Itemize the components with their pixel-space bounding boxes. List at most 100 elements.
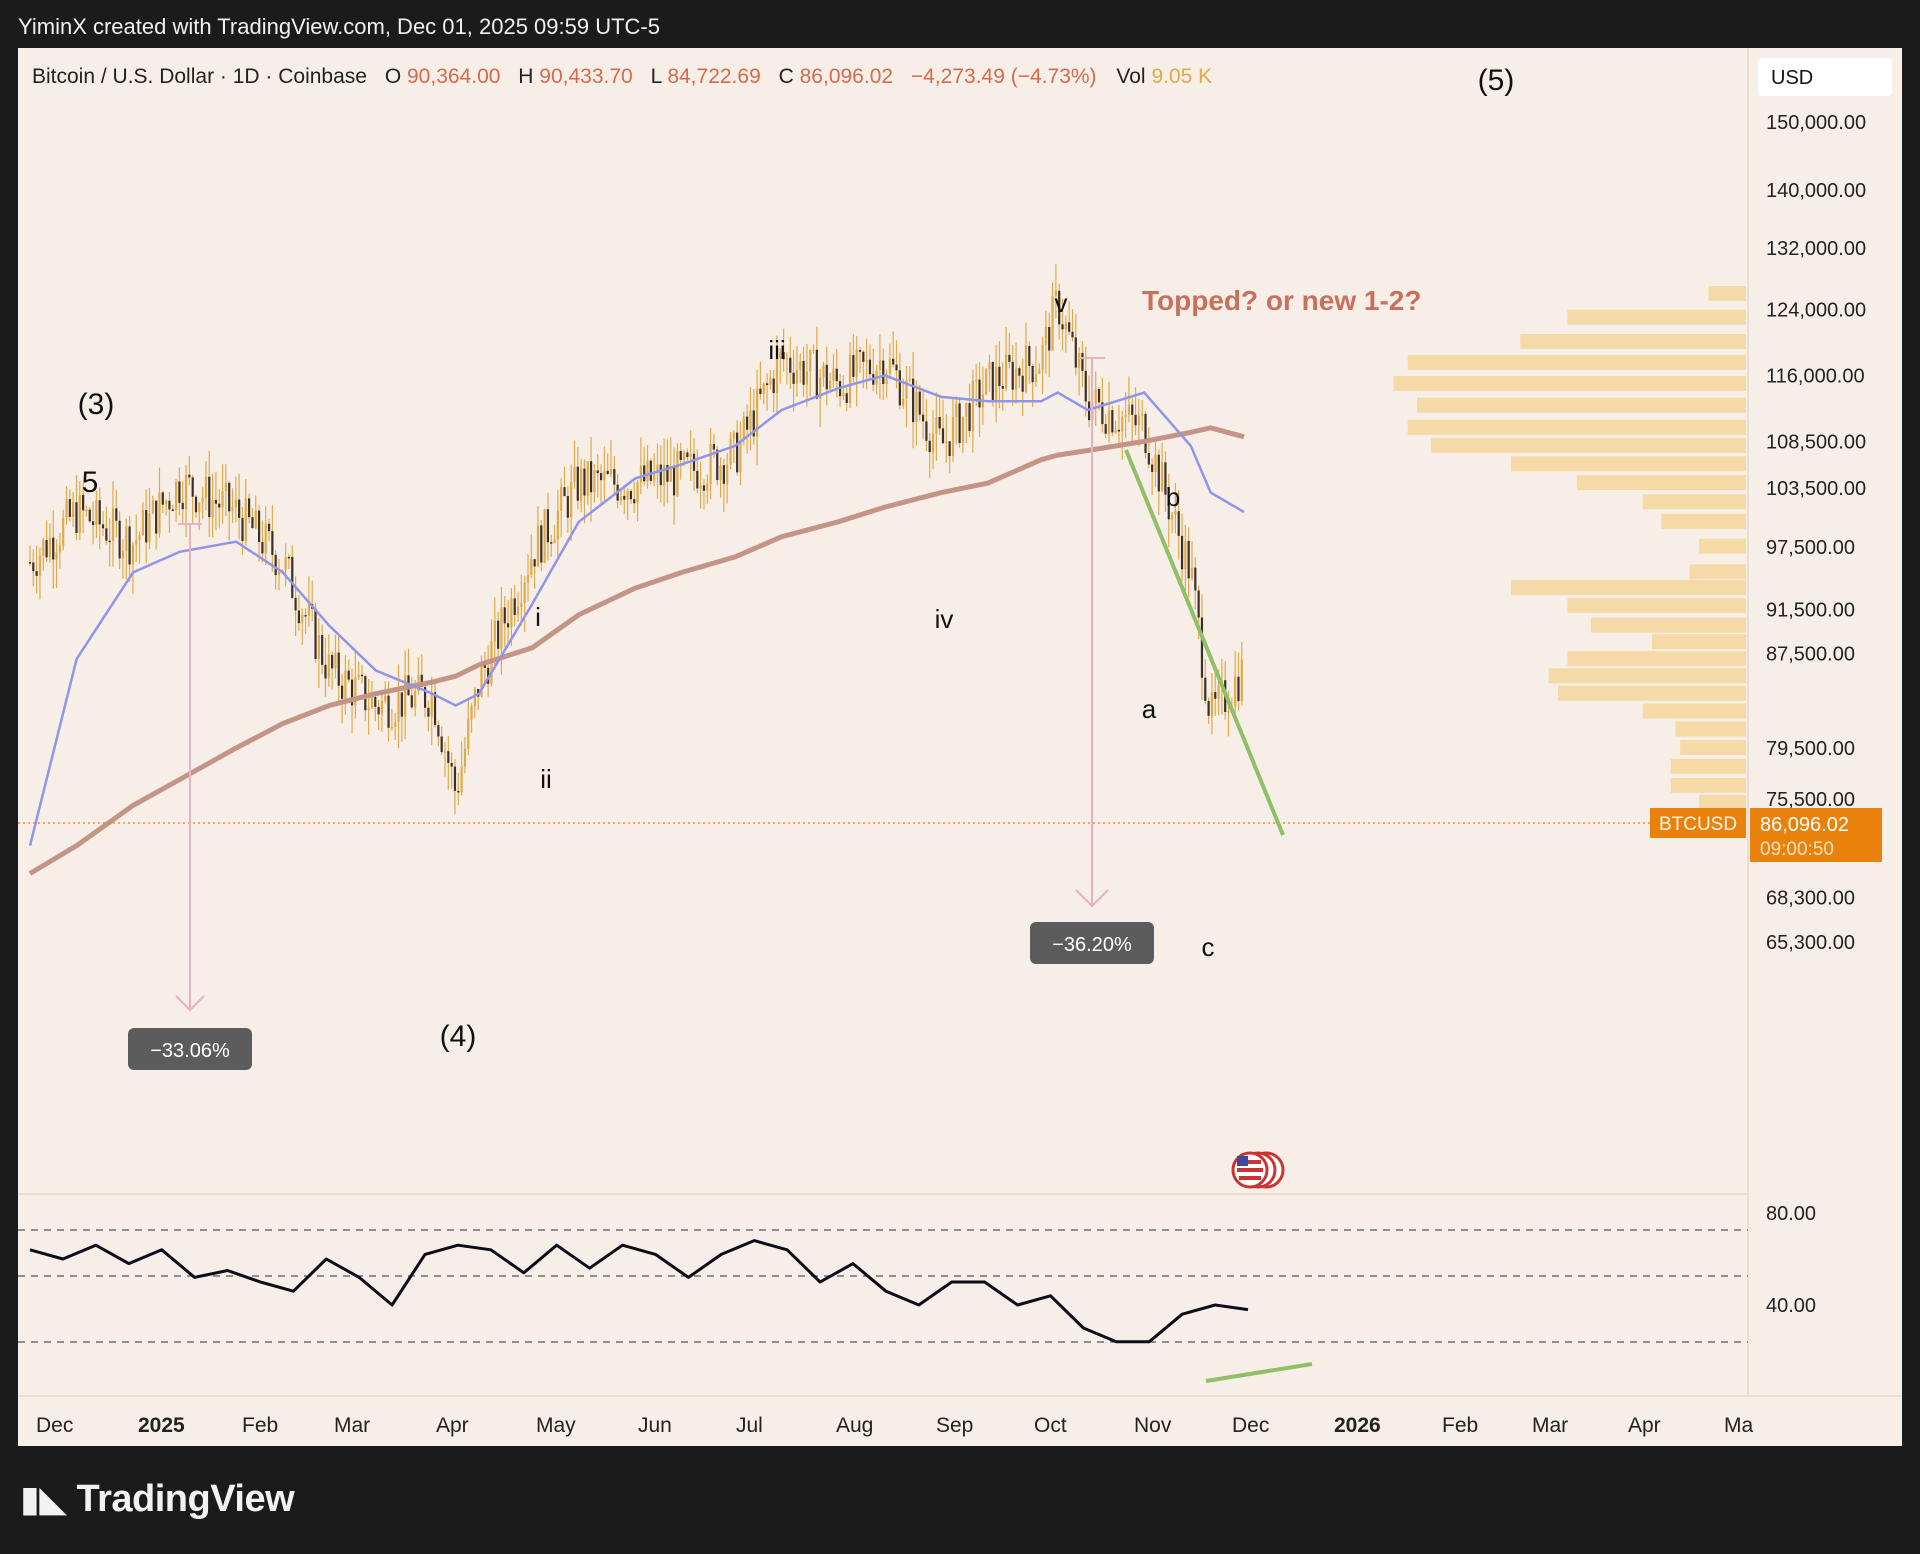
candle-body bbox=[1200, 617, 1204, 678]
candle-body bbox=[1157, 454, 1160, 492]
candle-body bbox=[261, 542, 264, 554]
time-axis-tick: Dec bbox=[1232, 1414, 1269, 1437]
candle-body bbox=[975, 379, 978, 382]
ma-short-line bbox=[28, 374, 1245, 847]
time-axis[interactable]: Dec 2025 Feb Mar Apr May Jun Jul Aug Sep Oct Nov Dec… bbox=[36, 1414, 1753, 1437]
price-tag-symbol-bg bbox=[1650, 808, 1746, 838]
chart-canvas[interactable]: −33.06% −36.20% (5) (3) 5 (4) i ii iii i… bbox=[18, 48, 1902, 1446]
candle-body bbox=[35, 571, 38, 576]
candle-body bbox=[1008, 354, 1011, 362]
candle-body bbox=[497, 620, 500, 649]
wave-label-ii: ii bbox=[540, 764, 552, 794]
candle-body bbox=[540, 525, 543, 563]
us-event-flag-icon[interactable] bbox=[1231, 1151, 1285, 1189]
candle-body bbox=[101, 524, 105, 529]
candle-body bbox=[121, 550, 125, 559]
candle-body bbox=[802, 360, 805, 385]
candle-body bbox=[1240, 659, 1243, 702]
time-axis-tick: Feb bbox=[242, 1414, 278, 1437]
volume-profile-bar bbox=[1642, 494, 1746, 510]
candle-body bbox=[387, 695, 390, 728]
tradingview-logo-text: TradingView bbox=[76, 1478, 295, 1520]
candle-body bbox=[580, 468, 583, 501]
candle-body bbox=[805, 371, 808, 385]
candle-body bbox=[1114, 429, 1117, 433]
measure-right-label: −36.20% bbox=[1052, 934, 1132, 956]
export-caption: YiminX created with TradingView.com, Dec… bbox=[18, 14, 660, 39]
candle-body bbox=[1167, 494, 1170, 520]
candle-body bbox=[905, 380, 908, 399]
candle-body bbox=[48, 537, 52, 558]
currency-button-bg[interactable] bbox=[1758, 58, 1892, 96]
candle-body bbox=[367, 707, 370, 711]
candle-body bbox=[360, 674, 364, 677]
time-axis-tick: Nov bbox=[1134, 1414, 1172, 1437]
candle-body bbox=[201, 497, 204, 503]
candle-body bbox=[264, 523, 267, 554]
candle-body bbox=[935, 417, 938, 435]
measure-left-badge bbox=[128, 1028, 252, 1070]
price-axis-tick: 103,500.00 bbox=[1766, 478, 1866, 500]
candle-body bbox=[1234, 676, 1237, 707]
candle-body bbox=[1237, 676, 1240, 702]
candle-body bbox=[493, 620, 496, 642]
candle-body bbox=[78, 494, 81, 534]
candle-body bbox=[809, 350, 812, 372]
candle-body bbox=[1021, 375, 1024, 392]
candle-body bbox=[716, 449, 719, 481]
candle-body bbox=[115, 508, 118, 521]
candle-body bbox=[88, 509, 91, 522]
candle-body bbox=[868, 359, 872, 375]
legend-vol-value: 9.05 K bbox=[1151, 65, 1212, 88]
candle-body bbox=[815, 349, 818, 399]
candle-body bbox=[277, 570, 281, 576]
measure-left[interactable]: −33.06% bbox=[128, 523, 252, 1070]
measure-right[interactable]: −36.20% bbox=[1030, 357, 1154, 964]
candle-body bbox=[82, 494, 85, 511]
candle-body bbox=[45, 540, 48, 558]
rsi-divergence-line[interactable] bbox=[1205, 1362, 1313, 1383]
candle-body bbox=[480, 664, 483, 697]
down-trendline[interactable] bbox=[1124, 449, 1285, 836]
candle-body bbox=[951, 417, 955, 457]
candle-body bbox=[1001, 385, 1004, 389]
candle-body bbox=[1210, 692, 1214, 716]
candle-body bbox=[862, 351, 865, 362]
candle-body bbox=[918, 391, 921, 415]
wave-label-4-major: (4) bbox=[440, 1020, 477, 1053]
candle-body bbox=[254, 510, 257, 529]
candle-body bbox=[38, 555, 42, 576]
currency-button[interactable]: USD bbox=[1758, 58, 1892, 96]
volume-profile-bar bbox=[1576, 475, 1746, 491]
rsi-axis[interactable]: 80.00 40.00 bbox=[1766, 1203, 1816, 1317]
currency-button-label[interactable]: USD bbox=[1771, 67, 1813, 89]
candle-body bbox=[32, 562, 35, 572]
candle-body bbox=[995, 366, 998, 402]
time-axis-tick: Dec bbox=[36, 1414, 73, 1437]
flag-stripe-3 bbox=[1239, 1176, 1261, 1180]
candle-body bbox=[244, 498, 247, 542]
chart-frame[interactable]: −33.06% −36.20% (5) (3) 5 (4) i ii iii i… bbox=[18, 48, 1902, 1446]
candle-body bbox=[1044, 327, 1048, 345]
wave-label-iv: iv bbox=[935, 604, 954, 634]
candle-body bbox=[991, 361, 994, 402]
tradingview-logo[interactable]: ▮◣ TradingView bbox=[20, 1478, 295, 1521]
time-axis-tick: Apr bbox=[436, 1414, 469, 1437]
candle-body bbox=[882, 360, 885, 385]
candle-body bbox=[921, 414, 925, 422]
candle-body bbox=[573, 466, 576, 482]
legend-c-label: C bbox=[779, 65, 794, 88]
candle-body bbox=[374, 696, 377, 707]
candle-body bbox=[765, 383, 769, 386]
candle-body bbox=[759, 388, 762, 395]
time-axis-tick: Apr bbox=[1628, 1414, 1661, 1437]
candle-body bbox=[1207, 700, 1210, 716]
wave-label-3-major: (3) bbox=[78, 388, 115, 421]
candle-body bbox=[463, 749, 467, 767]
candle-body bbox=[85, 509, 88, 512]
price-axis-area[interactable] bbox=[1748, 48, 1902, 1446]
candle-body bbox=[394, 721, 397, 727]
candle-body bbox=[75, 502, 78, 534]
wave-label-c: c bbox=[1202, 932, 1215, 962]
candle-body bbox=[171, 509, 174, 511]
